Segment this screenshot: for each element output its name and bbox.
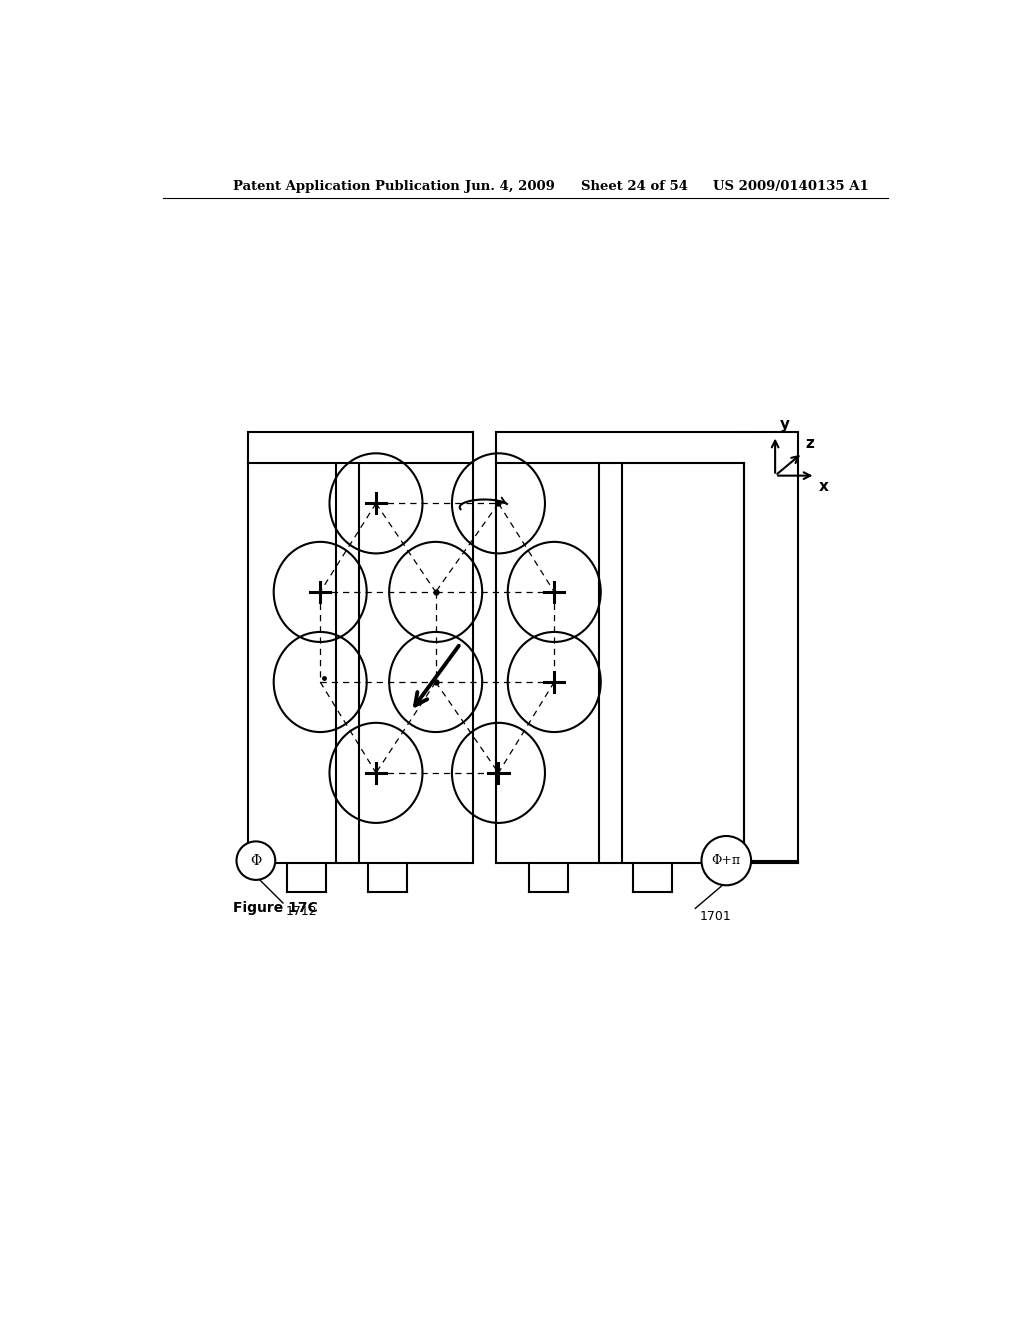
Text: Figure 17C: Figure 17C	[232, 902, 317, 916]
Text: Φ: Φ	[250, 854, 261, 867]
Text: Sheet 24 of 54: Sheet 24 of 54	[582, 180, 688, 193]
Text: 1701: 1701	[699, 909, 731, 923]
Circle shape	[237, 841, 275, 880]
Text: Jun. 4, 2009: Jun. 4, 2009	[465, 180, 555, 193]
Text: x: x	[818, 479, 828, 494]
Text: y: y	[779, 417, 790, 432]
Text: 1712: 1712	[286, 904, 317, 917]
Text: Patent Application Publication: Patent Application Publication	[232, 180, 460, 193]
Text: Φ+π: Φ+π	[712, 854, 740, 867]
Text: z: z	[806, 436, 814, 450]
Text: US 2009/0140135 A1: US 2009/0140135 A1	[713, 180, 869, 193]
Circle shape	[701, 836, 751, 886]
